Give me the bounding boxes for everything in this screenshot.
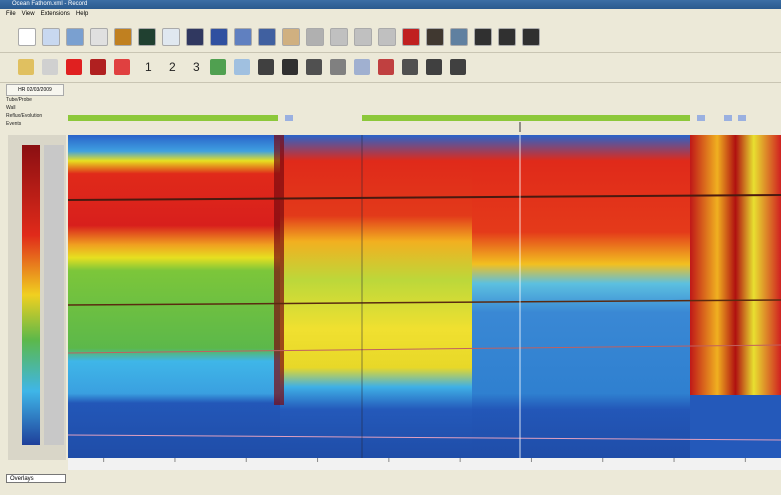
row-label: Tube/Probe bbox=[6, 97, 32, 103]
tool-button[interactable] bbox=[426, 28, 444, 46]
tool-button[interactable] bbox=[234, 59, 250, 75]
zoom-level[interactable]: 2 bbox=[169, 60, 176, 74]
tool-button[interactable] bbox=[330, 59, 346, 75]
row-label: Reflux/Evolution bbox=[6, 113, 43, 119]
tool-button[interactable] bbox=[306, 59, 322, 75]
tool-button[interactable] bbox=[378, 28, 396, 46]
tool-button[interactable] bbox=[258, 28, 276, 46]
tool-button[interactable] bbox=[426, 59, 442, 75]
tool-button[interactable] bbox=[450, 28, 468, 46]
status-bar bbox=[0, 470, 781, 495]
tool-button[interactable] bbox=[282, 28, 300, 46]
menu-bar: File View Extensions Help bbox=[0, 10, 781, 19]
tool-button[interactable] bbox=[474, 28, 492, 46]
menu-item[interactable]: Extensions bbox=[40, 11, 70, 17]
tool-button[interactable] bbox=[90, 59, 106, 75]
tool-button[interactable] bbox=[186, 28, 204, 46]
tool-button[interactable] bbox=[114, 59, 130, 75]
plot-area bbox=[8, 115, 781, 470]
tool-button[interactable] bbox=[306, 28, 324, 46]
zoom-level[interactable]: 3 bbox=[193, 60, 200, 74]
tool-button[interactable] bbox=[354, 59, 370, 75]
menu-item[interactable]: File bbox=[6, 11, 16, 17]
toolbar: 1 2 3 bbox=[0, 54, 781, 83]
menu-item[interactable]: View bbox=[21, 11, 35, 17]
tool-button[interactable] bbox=[210, 59, 226, 75]
row-label: Events bbox=[6, 121, 22, 127]
tool-button[interactable] bbox=[234, 28, 252, 46]
tool-button[interactable] bbox=[258, 59, 274, 75]
title-bar: Ocean Fathom.xml - Record bbox=[0, 0, 781, 9]
tool-button[interactable] bbox=[18, 28, 36, 46]
tool-button[interactable] bbox=[114, 28, 132, 46]
toolbar bbox=[0, 20, 781, 53]
tab[interactable]: HR 02/03/2009 bbox=[6, 84, 64, 96]
tool-button[interactable] bbox=[90, 28, 108, 46]
row-label: Wall bbox=[6, 105, 16, 111]
tool-button[interactable] bbox=[42, 59, 58, 75]
menu-item[interactable]: Help bbox=[75, 11, 89, 17]
tool-button[interactable] bbox=[18, 59, 34, 75]
tool-button[interactable] bbox=[450, 59, 466, 75]
tool-button[interactable] bbox=[210, 28, 228, 46]
tool-button[interactable] bbox=[66, 28, 84, 46]
tool-button[interactable] bbox=[42, 28, 60, 46]
tool-button[interactable] bbox=[282, 59, 298, 75]
zoom-level[interactable]: 1 bbox=[145, 60, 152, 74]
tool-button[interactable] bbox=[354, 28, 372, 46]
tool-button[interactable] bbox=[66, 59, 82, 75]
tool-button[interactable] bbox=[378, 59, 394, 75]
tool-button[interactable] bbox=[522, 28, 540, 46]
tool-button[interactable] bbox=[402, 59, 418, 75]
tool-button[interactable] bbox=[402, 28, 420, 46]
tool-button[interactable] bbox=[330, 28, 348, 46]
overlay-dropdown[interactable]: Overlays bbox=[6, 474, 66, 483]
tool-button[interactable] bbox=[138, 28, 156, 46]
tool-button[interactable] bbox=[162, 28, 180, 46]
tool-button[interactable] bbox=[498, 28, 516, 46]
